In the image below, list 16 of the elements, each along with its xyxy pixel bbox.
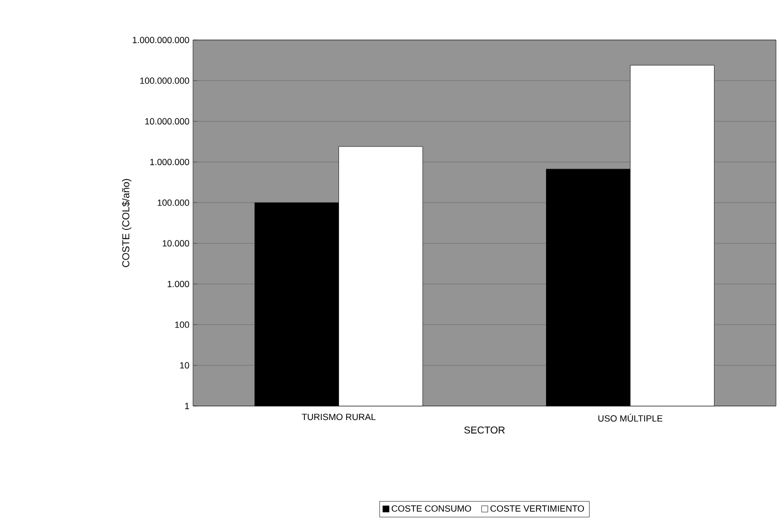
y-tick-label: 1 — [185, 402, 190, 410]
y-tick-label: 1.000.000 — [150, 158, 190, 166]
x-axis-title: SECTOR — [464, 426, 505, 434]
legend-label: COSTE CONSUMO — [392, 505, 472, 512]
y-tick-label: 10.000.000 — [145, 118, 190, 125]
x-tick-label: USO MÚLTIPLE — [598, 414, 662, 422]
y-axis-title: COSTE (COL$/año) — [122, 179, 132, 268]
y-tick-label: 10.000 — [162, 240, 190, 247]
y-tick-label: 10 — [180, 362, 190, 369]
y-tick-label: 100 — [175, 321, 190, 328]
y-tick-label: 100.000 — [158, 199, 190, 206]
y-tick-label: 1.000.000.000 — [132, 36, 190, 44]
y-tick-label: 100.000.000 — [140, 77, 190, 84]
legend-label: COSTE VERTIMIENTO — [490, 505, 584, 512]
y-tick-label: 1.000 — [168, 280, 190, 288]
x-tick-label: TURISMO RURAL — [302, 414, 376, 420]
